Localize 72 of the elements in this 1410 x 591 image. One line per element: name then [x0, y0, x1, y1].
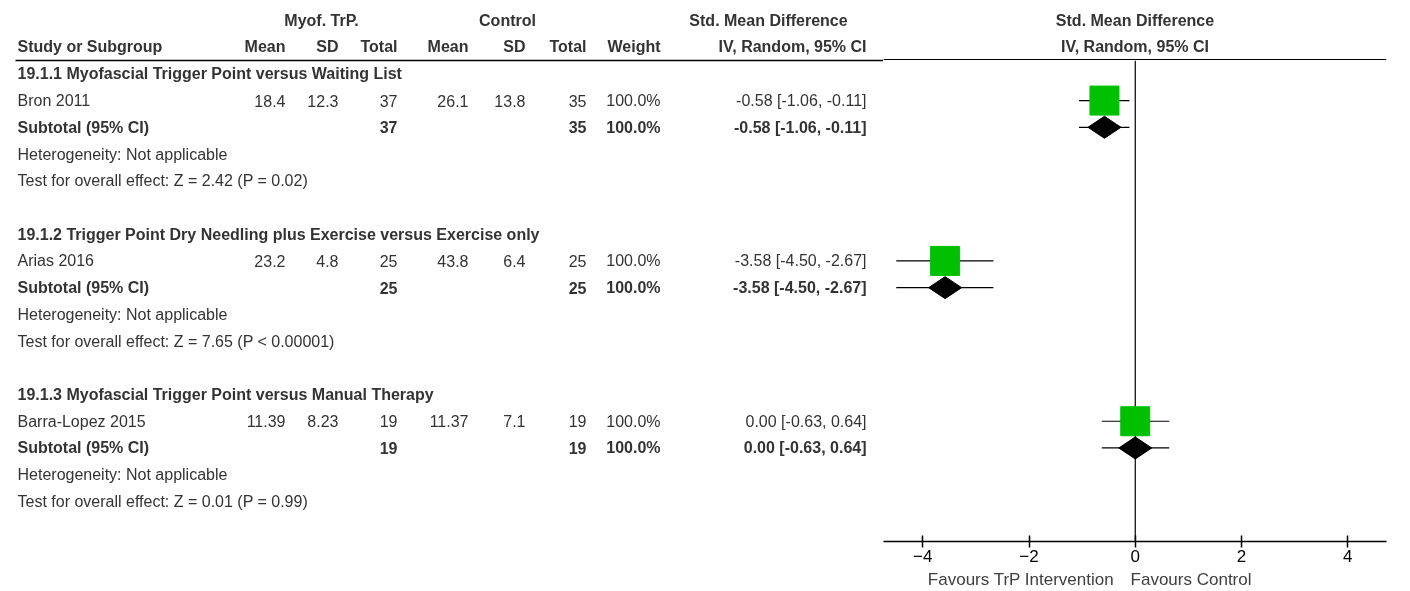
x-tick-label: −2 [1019, 546, 1039, 566]
text: 0.00 [-0.63, 0.64] [745, 412, 867, 430]
text: 7.1 [503, 413, 526, 431]
text: -0.58 [-1.06, -0.11] [733, 118, 867, 136]
x-tick-label: −4 [913, 546, 933, 566]
text: 37 [379, 92, 398, 110]
text: 19.1.3 Myofascial Trigger Point versus Manual Therapy [17, 386, 434, 404]
text: 19.1.2 Trigger Point Dry Needling plus Exercise versus Exercise only [17, 225, 540, 243]
text: 19 [568, 439, 587, 457]
text: 4.8 [316, 252, 339, 270]
category-label: IV, Random, 95% CI [718, 38, 867, 55]
text: 100.0% [606, 118, 661, 136]
x-tick-label: 4 [1343, 546, 1353, 566]
text: 100.0% [606, 439, 661, 457]
text: 8.23 [307, 413, 339, 431]
text: Heterogeneity: Not applicable [17, 305, 228, 323]
category-label: Total [360, 38, 398, 55]
text: Bron 2011 [17, 92, 91, 110]
text: Arias 2016 [17, 252, 94, 270]
category-label: Mean [244, 38, 286, 55]
text: 100.0% [606, 279, 661, 297]
text: Test for overall effect: Z = 7.65 (P < 0.00001) [17, 332, 335, 350]
x-tick-label: 0 [1130, 546, 1141, 566]
category-label: Weight [607, 38, 662, 55]
text: 19.1.1 Myofascial Trigger Point versus Waiting List [17, 65, 402, 83]
text: 43.8 [437, 252, 469, 270]
text: Subtotal (95% CI) [17, 439, 150, 457]
chart-subtitle: IV, Random, 95% CI [1061, 38, 1209, 55]
text: 13.8 [494, 92, 526, 110]
category-label: Mean [427, 38, 469, 55]
text: Test for overall effect: Z = 2.42 (P = 0.02) [17, 172, 308, 190]
text: 100.0% [606, 412, 661, 430]
text: Favours Control [1130, 569, 1252, 589]
category-label: SD [503, 38, 526, 55]
text: Myof. TrP. [284, 12, 359, 29]
text: 11.37 [429, 413, 469, 431]
category-label: Study or Subgroup [17, 38, 163, 55]
text: 19 [379, 439, 398, 457]
text: 100.0% [606, 92, 661, 110]
text: 35 [568, 119, 587, 137]
text: Test for overall effect: Z = 0.01 (P = 0.99) [17, 492, 308, 510]
text: -3.58 [-4.50, -2.67] [733, 279, 867, 297]
text: Std. Mean Difference [689, 12, 848, 29]
text: -0.58 [-1.06, -0.11] [736, 92, 867, 110]
text: 23.2 [254, 252, 286, 270]
text: 12.3 [307, 92, 339, 110]
text: 25 [568, 279, 587, 297]
text: 19 [379, 413, 398, 431]
text: 18.4 [254, 92, 286, 110]
text: 25 [379, 279, 398, 297]
text: Subtotal (95% CI) [17, 118, 150, 136]
text: 35 [568, 92, 587, 110]
text: Barra-Lopez 2015 [17, 412, 146, 430]
text: Subtotal (95% CI) [17, 279, 150, 297]
chart-title: Std. Mean Difference [1055, 12, 1215, 29]
text: Favours TrP Intervention [927, 569, 1114, 589]
text: 25 [379, 252, 398, 270]
text: Control [479, 12, 536, 29]
x-tick-label: 2 [1236, 546, 1247, 566]
category-label: Total [549, 38, 587, 55]
text: Heterogeneity: Not applicable [17, 466, 228, 484]
text: 37 [379, 119, 398, 137]
text: 11.39 [246, 413, 286, 431]
text: 26.1 [437, 92, 469, 110]
text: 19 [568, 413, 587, 431]
text: -3.58 [-4.50, -2.67] [734, 252, 867, 270]
text: Heterogeneity: Not applicable [17, 145, 228, 163]
text: 0.00 [-0.63, 0.64] [743, 439, 867, 457]
text: 6.4 [503, 252, 526, 270]
text: 100.0% [606, 252, 661, 270]
category-label: SD [316, 38, 339, 55]
text: 25 [568, 252, 587, 270]
